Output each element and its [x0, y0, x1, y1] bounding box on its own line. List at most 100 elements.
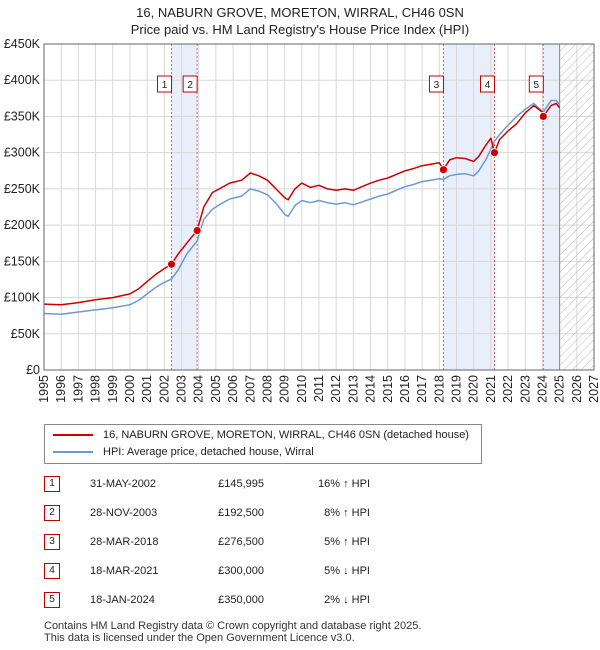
sale-box — [479, 75, 495, 93]
footer-attribution: Contains HM Land Registry data © Crown c… — [44, 620, 421, 644]
legend-item-hpi: HPI: Average price, detached house, Wirr… — [53, 444, 314, 460]
sale-hpi-diff: 2% ↓ HPI — [324, 594, 370, 606]
sale-number: 5 — [44, 592, 60, 608]
x-tick-label: 2019 — [450, 375, 464, 403]
sale-box — [528, 75, 544, 93]
sale-band — [543, 44, 560, 370]
sale-price: £300,000 — [218, 565, 264, 577]
sale-box — [157, 75, 173, 93]
legend-label-hpi: HPI: Average price, detached house, Wirr… — [103, 446, 314, 458]
y-tick-label: £250K — [4, 182, 41, 196]
x-tick-label: 2010 — [295, 375, 309, 403]
x-tick-label: 2017 — [415, 375, 429, 403]
footer-line-licence: This data is licensed under the Open Gov… — [44, 632, 355, 644]
sale-box-label: 2 — [187, 80, 193, 91]
sale-row: 3 28-MAR-2018 £276,500 5% ↑ HPI — [44, 530, 564, 559]
sale-date: 31-MAY-2002 — [90, 478, 157, 490]
legend-label-property: 16, NABURN GROVE, MORETON, WIRRAL, CH46 … — [103, 429, 469, 441]
x-tick-label: 2025 — [553, 375, 567, 403]
x-tick-label: 1999 — [106, 375, 120, 403]
sales-table: 1 31-MAY-2002 £145,995 16% ↑ HPI 2 28-NO… — [44, 472, 564, 617]
x-tick-label: 2023 — [518, 375, 532, 403]
x-tick-label: 1998 — [89, 375, 103, 403]
sale-price: £192,500 — [218, 507, 264, 519]
sale-date: 28-NOV-2003 — [90, 507, 158, 519]
sale-box — [182, 75, 198, 93]
sale-hpi-diff: 16% ↑ HPI — [318, 478, 370, 490]
sale-number: 3 — [44, 534, 60, 550]
x-tick-label: 1996 — [54, 375, 68, 403]
legend-swatch-blue — [53, 451, 93, 454]
y-tick-label: £300K — [4, 146, 41, 160]
x-tick-label: 2022 — [501, 375, 515, 403]
sale-number: 1 — [44, 476, 60, 492]
sale-point — [439, 165, 448, 175]
sale-date: 18-MAR-2021 — [90, 565, 159, 577]
footer-line-copyright: Contains HM Land Registry data © Crown c… — [44, 620, 422, 632]
sale-date: 28-MAR-2018 — [90, 536, 159, 548]
sale-box-label: 5 — [534, 80, 540, 91]
sale-points — [167, 112, 548, 269]
y-tick-label: £0 — [26, 363, 40, 377]
plot-frame — [43, 43, 595, 371]
sale-price: £276,500 — [218, 536, 264, 548]
sale-box-label: 1 — [162, 80, 168, 91]
forecast-hatch — [559, 44, 594, 370]
sale-point — [167, 259, 176, 269]
sale-price: £350,000 — [218, 594, 264, 606]
x-tick-label: 2011 — [312, 375, 326, 402]
sale-row: 5 18-JAN-2024 £350,000 2% ↓ HPI — [44, 588, 564, 617]
axis-labels: £0 £50K £100K £150K £200K £250K £300K £350K £400… — [4, 37, 600, 403]
sale-point — [192, 226, 202, 235]
sale-band — [443, 44, 495, 370]
sale-hpi-diff: 5% ↓ HPI — [324, 565, 370, 577]
x-tick-label: 2020 — [467, 375, 481, 403]
x-tick-label: 2024 — [535, 375, 549, 403]
x-tick-label: 2003 — [175, 375, 189, 403]
x-tick-label: 2021 — [484, 375, 498, 403]
sale-band — [171, 44, 198, 370]
x-tick-label: 2005 — [209, 375, 223, 403]
x-tick-label: 2002 — [157, 375, 171, 403]
sale-price: £145,995 — [218, 478, 264, 490]
y-tick-label: £400K — [4, 73, 41, 87]
sale-box-label: 4 — [485, 80, 491, 91]
sale-row: 4 18-MAR-2021 £300,000 5% ↓ HPI — [44, 559, 564, 588]
sale-box-label: 3 — [434, 80, 440, 91]
x-tick-label: 2006 — [226, 375, 240, 403]
y-tick-label: £100K — [4, 291, 41, 305]
chart-title: 16, NABURN GROVE, MORETON, WIRRAL, CH46 … — [136, 5, 464, 20]
x-tick-label: 2008 — [260, 375, 274, 403]
sale-point — [490, 148, 499, 158]
x-tick-label: 2015 — [381, 375, 395, 403]
sale-row: 2 28-NOV-2003 £192,500 8% ↑ HPI — [44, 501, 564, 530]
x-tick-label: 2009 — [278, 375, 292, 403]
x-tick-label: 2027 — [587, 375, 600, 403]
y-tick-label: £450K — [4, 37, 41, 51]
sale-number: 2 — [44, 505, 60, 521]
x-tick-label: 2018 — [432, 375, 446, 403]
y-tick-label: £50K — [11, 327, 41, 341]
sale-date: 18-JAN-2024 — [90, 594, 155, 606]
sale-number: 4 — [44, 563, 60, 579]
x-tick-label: 2016 — [398, 375, 412, 403]
x-tick-label: 2007 — [243, 375, 257, 403]
chart-legend: 16, NABURN GROVE, MORETON, WIRRAL, CH46 … — [44, 424, 482, 464]
x-tick-label: 2026 — [570, 375, 584, 403]
sale-row: 1 31-MAY-2002 £145,995 16% ↑ HPI — [44, 472, 564, 501]
sale-hpi-diff: 8% ↑ HPI — [324, 507, 370, 519]
x-tick-label: 2012 — [329, 375, 343, 403]
y-tick-label: £200K — [4, 218, 41, 232]
x-tick-label: 2013 — [346, 375, 360, 403]
sale-point — [538, 112, 548, 121]
x-tick-label: 2000 — [123, 375, 137, 403]
x-tick-label: 1995 — [37, 375, 51, 403]
x-tick-label: 2014 — [364, 375, 378, 403]
legend-item-property: 16, NABURN GROVE, MORETON, WIRRAL, CH46 … — [53, 427, 469, 443]
sale-number-boxes: 1 2 3 4 5 — [157, 75, 544, 93]
x-tick-label: 1997 — [71, 375, 85, 403]
legend-swatch-red — [53, 434, 93, 437]
sale-box — [428, 75, 444, 93]
x-tick-label: 2004 — [192, 375, 206, 403]
series-line-hpi — [43, 99, 561, 315]
